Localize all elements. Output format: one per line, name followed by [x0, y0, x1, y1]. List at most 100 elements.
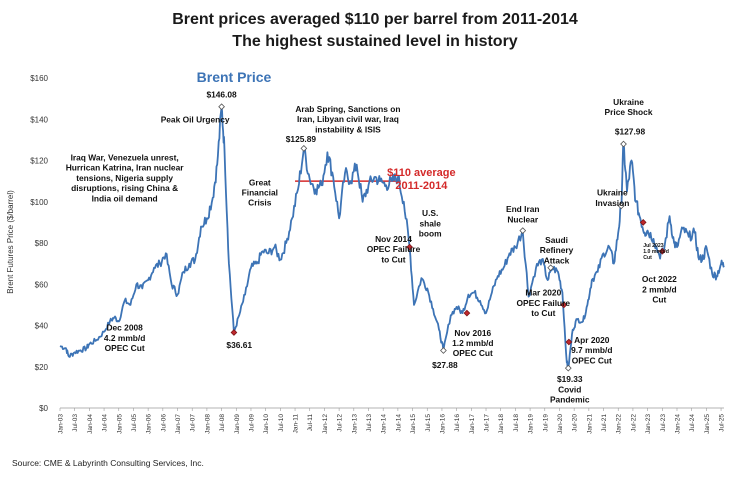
x-tick-label: Jul-10	[278, 414, 285, 432]
annotation-label: OPEC Cut	[453, 348, 493, 358]
annotation-label: $125.89	[286, 134, 317, 144]
annotation-label: Attack	[544, 255, 570, 265]
source-note: Source: CME & Labyrinth Consulting Servi…	[12, 458, 204, 468]
annotation-label: Iraq War, Venezuela unrest,	[71, 153, 179, 163]
event-marker	[519, 227, 527, 234]
y-tick-label: $160	[30, 74, 48, 83]
x-tick-label: Jul-08	[219, 414, 226, 432]
x-tick-label: Jan-17	[469, 414, 476, 434]
annotation-label: OPEC Cut	[105, 343, 145, 353]
annotation-label: Mar 2020	[525, 288, 561, 298]
event-marker	[565, 338, 573, 346]
annotation-label: Oct 2022	[642, 274, 677, 284]
x-tick-label: Jul-05	[131, 414, 138, 432]
annotation-label-small: Jul 2023	[643, 243, 664, 249]
x-tick-label: Jan-16	[439, 414, 446, 434]
x-tick-label: Jan-10	[263, 414, 270, 434]
x-tick-label: Jan-18	[498, 414, 505, 434]
annotation-label: 2 mmb/d	[642, 284, 676, 294]
event-marker	[463, 309, 471, 317]
y-axis-label: Brent Futures Price ($/barrel)	[6, 190, 15, 294]
event-marker	[658, 247, 666, 255]
event-marker	[218, 103, 225, 111]
y-tick-label: $60	[35, 280, 49, 289]
annotation-label: Saudi	[545, 235, 568, 245]
annotation-label: $127.98	[615, 127, 646, 137]
x-tick-label: Jan-09	[234, 414, 241, 434]
x-tick-label: Jul-09	[248, 414, 255, 432]
x-tick-label: Jul-13	[366, 414, 373, 432]
annotation-label: End Iran	[506, 204, 540, 214]
annotation-label: $19.33	[557, 374, 583, 384]
chart-title: Brent prices averaged $110 per barrel fr…	[172, 11, 578, 28]
x-tick-label: Jan-08	[204, 414, 211, 434]
annotation-label: Refinery	[540, 245, 574, 255]
x-tick-label: Jul-22	[630, 414, 637, 432]
event-marker	[620, 140, 627, 148]
x-tick-label: Jan-05	[116, 414, 123, 434]
event-marker	[639, 219, 647, 226]
annotation-label: $36.61	[226, 340, 252, 350]
annotation-label: Nov 2014	[375, 234, 412, 244]
annotation-label: India oil demand	[92, 193, 158, 203]
x-tick-label: Jan-12	[322, 414, 329, 434]
x-tick-label: Jan-14	[381, 414, 388, 434]
x-tick-label: Jan-23	[645, 414, 652, 434]
annotation-label-small: Cut	[643, 255, 652, 261]
x-tick-label: Jan-15	[410, 414, 417, 434]
annotation-label-small: 1.0 mmb/d	[643, 249, 669, 255]
annotation-label: Iran, Libyan civil war, Iraq	[297, 114, 399, 124]
x-tick-label: Jul-12	[337, 414, 344, 432]
x-tick-label: Jan-21	[586, 414, 593, 434]
annotation-label: Financial	[242, 187, 278, 197]
annotation-label: Peak Oil Urgency	[161, 114, 230, 124]
annotation-label: disruptions, rising China &	[71, 183, 178, 193]
x-tick-label: Jul-07	[190, 414, 197, 432]
x-tick-label: Jul-23	[660, 414, 667, 432]
annotation-label: Dec 2008	[106, 323, 143, 333]
annotation-label: 1.2 mmb/d	[452, 338, 493, 348]
event-marker	[230, 329, 238, 336]
x-tick-label: Jan-19	[528, 414, 535, 434]
annotation-label: Hurrican Katrina, Iran nuclear	[66, 163, 184, 173]
annotation-label: Crisis	[248, 198, 272, 208]
annotation-label: U.S.	[422, 208, 438, 218]
annotation-label: Arab Spring, Sanctions on	[295, 104, 400, 114]
annotation-label: to Cut	[381, 254, 405, 264]
x-tick-label: Jan-07	[175, 414, 182, 434]
annotation-label: instability & ISIS	[315, 124, 381, 134]
x-tick-label: Jul-04	[102, 414, 109, 432]
axes: $0 $20 $40 $60 $80 $100 $120 $140 $160 Jan-03 Jul-…	[30, 74, 725, 434]
annotation-label: Ukraine	[597, 188, 628, 198]
annotations-group: Peak Oil Urgency $146.08 Iraq War, Venezue…	[66, 90, 677, 405]
annotation-label: $27.88	[432, 360, 458, 370]
y-tick-label: $140	[30, 115, 48, 124]
annotation-label: Pandemic	[550, 395, 590, 405]
x-tick-label: Jul-15	[425, 414, 432, 432]
y-tick-label: $20	[35, 363, 49, 372]
annotation-label: Nov 2016	[454, 328, 491, 338]
annotation-label: OPEC Failure	[367, 244, 421, 254]
annotation-label: Nuclear	[507, 214, 538, 224]
average-annotation-label: 2011-2014	[395, 180, 448, 192]
event-marker	[617, 202, 625, 210]
y-tick-label: $80	[35, 239, 49, 248]
series-label: Brent Price	[197, 69, 272, 85]
annotation-label: Covid	[558, 384, 581, 394]
annotation-label: Apr 2020	[574, 335, 610, 345]
annotation-label: boom	[419, 229, 442, 239]
annotation-label: OPEC Failure	[517, 298, 571, 308]
event-marker	[406, 243, 413, 251]
x-tick-label: Jan-13	[351, 414, 358, 434]
annotation-label: to Cut	[531, 308, 555, 318]
annotation-label: $146.08	[206, 90, 237, 100]
annotation-label: tensions, Nigeria supply	[76, 173, 173, 183]
x-tick-label: Jan-25	[704, 414, 711, 434]
x-tick-label: Jul-20	[572, 414, 579, 432]
markers-group	[218, 103, 666, 372]
x-tick-label: Jul-11	[307, 414, 314, 432]
annotation-label: OPEC Cut	[572, 355, 612, 365]
x-tick-label: Jul-06	[160, 414, 167, 432]
